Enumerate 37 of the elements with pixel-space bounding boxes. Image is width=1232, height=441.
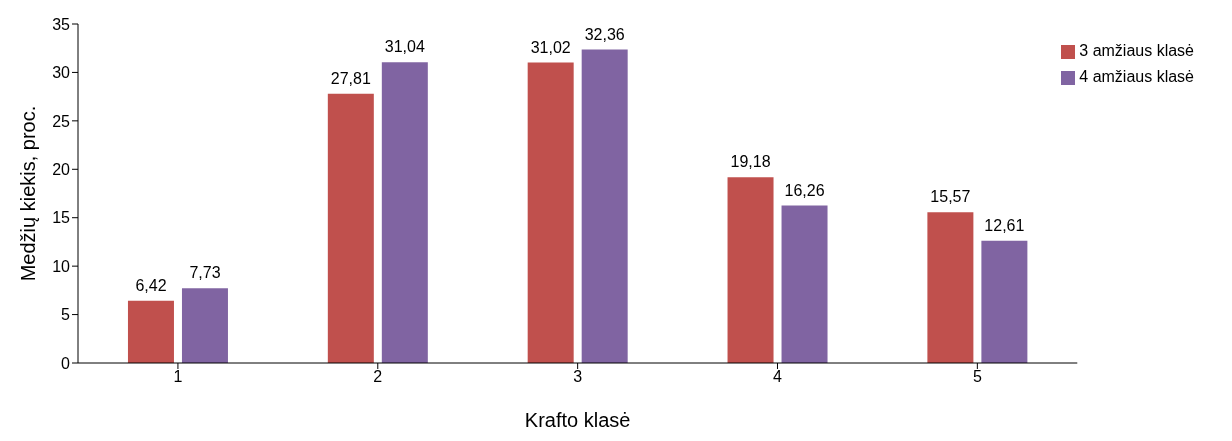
bar xyxy=(527,62,574,363)
bar xyxy=(181,288,228,363)
y-tick-label: 30 xyxy=(52,64,71,82)
x-tick-label: 3 xyxy=(573,368,583,386)
y-tick-label: 20 xyxy=(52,160,71,178)
bar xyxy=(781,205,828,363)
data-label: 7,73 xyxy=(189,264,221,282)
data-label: 31,02 xyxy=(530,38,571,56)
x-tick-label: 4 xyxy=(773,368,783,386)
y-tick-label: 15 xyxy=(52,209,71,227)
data-label: 15,57 xyxy=(930,188,971,206)
data-label: 6,42 xyxy=(135,276,167,294)
y-axis-title: Medžių kiekis, proc. xyxy=(17,105,40,282)
data-label: 31,04 xyxy=(384,38,425,56)
x-axis-title: Krafto klasė xyxy=(524,409,631,432)
legend-label: 3 amžiaus klasė xyxy=(1079,42,1194,59)
data-label: 27,81 xyxy=(330,69,371,87)
x-tick-label: 2 xyxy=(373,368,383,386)
data-label: 19,18 xyxy=(730,153,771,171)
data-label: 12,61 xyxy=(984,216,1025,234)
y-tick-label: 10 xyxy=(52,257,71,275)
bar xyxy=(327,93,374,363)
y-tick-label: 5 xyxy=(61,306,71,324)
y-tick-label: 25 xyxy=(52,112,71,130)
y-tick-label: 0 xyxy=(61,354,71,372)
legend-label: 4 amžiaus klasė xyxy=(1079,68,1194,85)
bar xyxy=(927,212,974,363)
bar xyxy=(381,62,428,363)
y-tick-label: 35 xyxy=(52,15,71,33)
data-label: 16,26 xyxy=(784,181,825,199)
bar xyxy=(581,49,628,363)
bar xyxy=(981,240,1028,363)
data-label: 32,36 xyxy=(584,25,625,43)
x-tick-label: 1 xyxy=(173,368,183,386)
x-tick-label: 5 xyxy=(972,368,982,386)
bar xyxy=(127,300,174,363)
bar xyxy=(727,177,774,363)
